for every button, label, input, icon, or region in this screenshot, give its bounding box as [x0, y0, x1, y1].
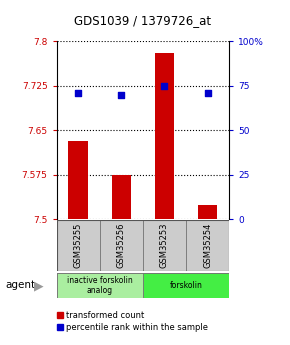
- Text: inactive forskolin
analog: inactive forskolin analog: [67, 276, 133, 295]
- Bar: [112, 175, 131, 219]
- Bar: [57, 273, 143, 298]
- Text: forskolin: forskolin: [170, 281, 202, 290]
- Point: [205, 90, 210, 96]
- Text: GSM35254: GSM35254: [203, 223, 212, 268]
- Point: [162, 83, 167, 89]
- Text: agent: agent: [5, 280, 35, 290]
- Bar: [186, 220, 229, 271]
- Text: GSM35256: GSM35256: [117, 223, 126, 268]
- Bar: [143, 273, 229, 298]
- Bar: [198, 206, 217, 219]
- Text: ▶: ▶: [34, 279, 44, 292]
- Bar: [68, 141, 88, 219]
- Bar: [155, 53, 174, 219]
- Point: [76, 90, 80, 96]
- Bar: [57, 220, 100, 271]
- Bar: [143, 220, 186, 271]
- Text: GDS1039 / 1379726_at: GDS1039 / 1379726_at: [74, 14, 211, 27]
- Text: GSM35255: GSM35255: [74, 223, 83, 268]
- Text: GSM35253: GSM35253: [160, 223, 169, 268]
- Point: [119, 92, 124, 97]
- Legend: transformed count, percentile rank within the sample: transformed count, percentile rank withi…: [56, 311, 209, 332]
- Bar: [100, 220, 143, 271]
